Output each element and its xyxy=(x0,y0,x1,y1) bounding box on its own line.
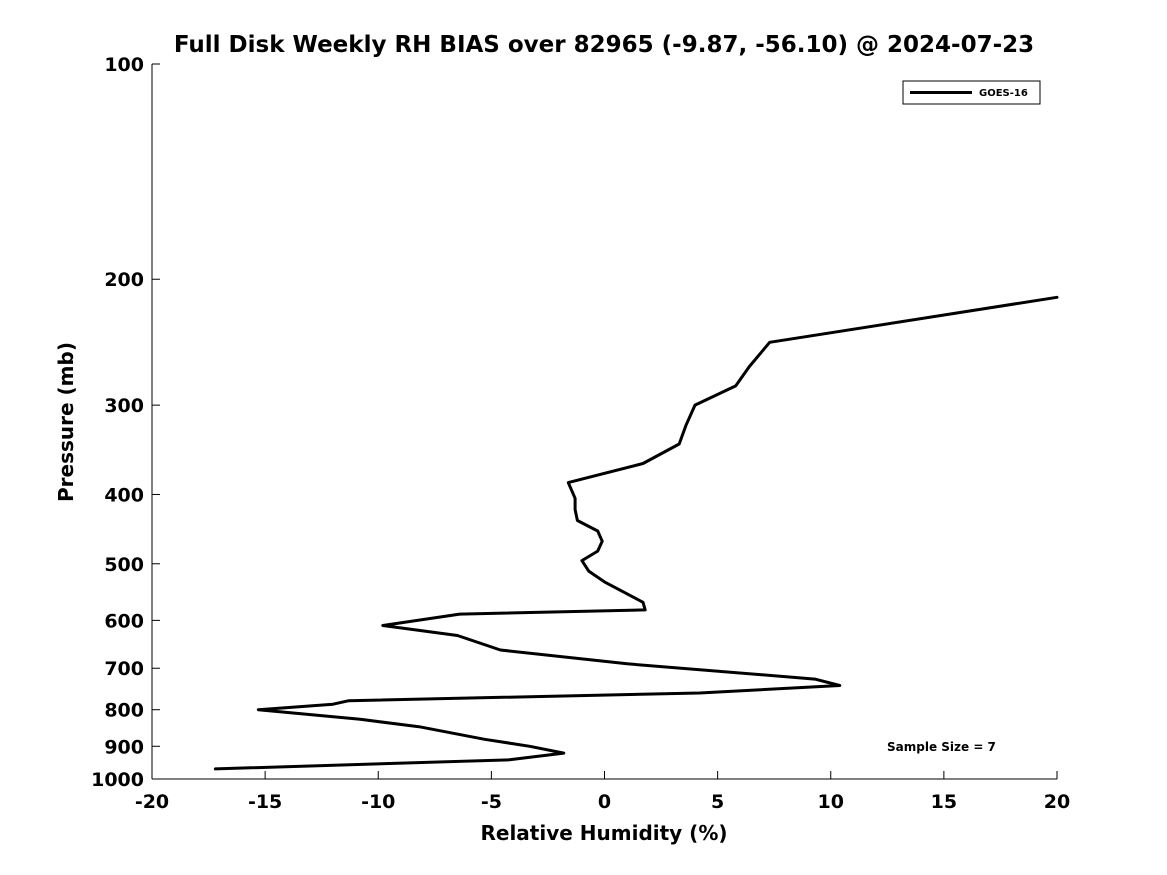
x-tick-label: -10 xyxy=(361,791,395,813)
axes xyxy=(151,64,1057,780)
y-tick-label: 900 xyxy=(104,736,144,758)
x-tick-label: 0 xyxy=(598,791,611,813)
y-tick-label: 300 xyxy=(104,395,144,417)
y-tick-label: 1000 xyxy=(91,769,144,791)
y-tick-label: 700 xyxy=(104,658,144,680)
y-tick-label: 600 xyxy=(104,610,144,632)
x-ticks: -20 -15 -10 -5 0 5 10 15 20 xyxy=(135,771,1070,813)
y-tick-label: 500 xyxy=(104,554,144,576)
y-ticks: 100 200 300 400 500 600 700 800 900 1000 xyxy=(91,54,160,791)
y-tick-label: 800 xyxy=(104,700,144,722)
y-axis-title: Pressure (mb) xyxy=(54,342,78,502)
plot-lines xyxy=(213,295,1059,771)
x-tick-label: 10 xyxy=(818,791,844,813)
x-tick-label: 20 xyxy=(1044,791,1070,813)
x-axis-title: Relative Humidity (%) xyxy=(480,821,727,845)
x-tick-label: 15 xyxy=(931,791,957,813)
x-tick-label: 5 xyxy=(711,791,724,813)
legend-label: GOES-16 xyxy=(979,88,1028,99)
y-tick-label: 200 xyxy=(104,269,144,291)
y-tick-label: 400 xyxy=(104,484,144,506)
series-line xyxy=(213,295,1059,771)
y-tick-label: 100 xyxy=(104,54,144,76)
x-tick-label: -5 xyxy=(481,791,502,813)
sample-size-annotation: Sample Size = 7 xyxy=(887,740,996,754)
x-tick-label: -20 xyxy=(135,791,169,813)
legend: GOES-16 xyxy=(902,80,1041,105)
chart-title: Full Disk Weekly RH BIAS over 82965 (-9.… xyxy=(174,32,1034,58)
x-tick-label: -15 xyxy=(248,791,282,813)
